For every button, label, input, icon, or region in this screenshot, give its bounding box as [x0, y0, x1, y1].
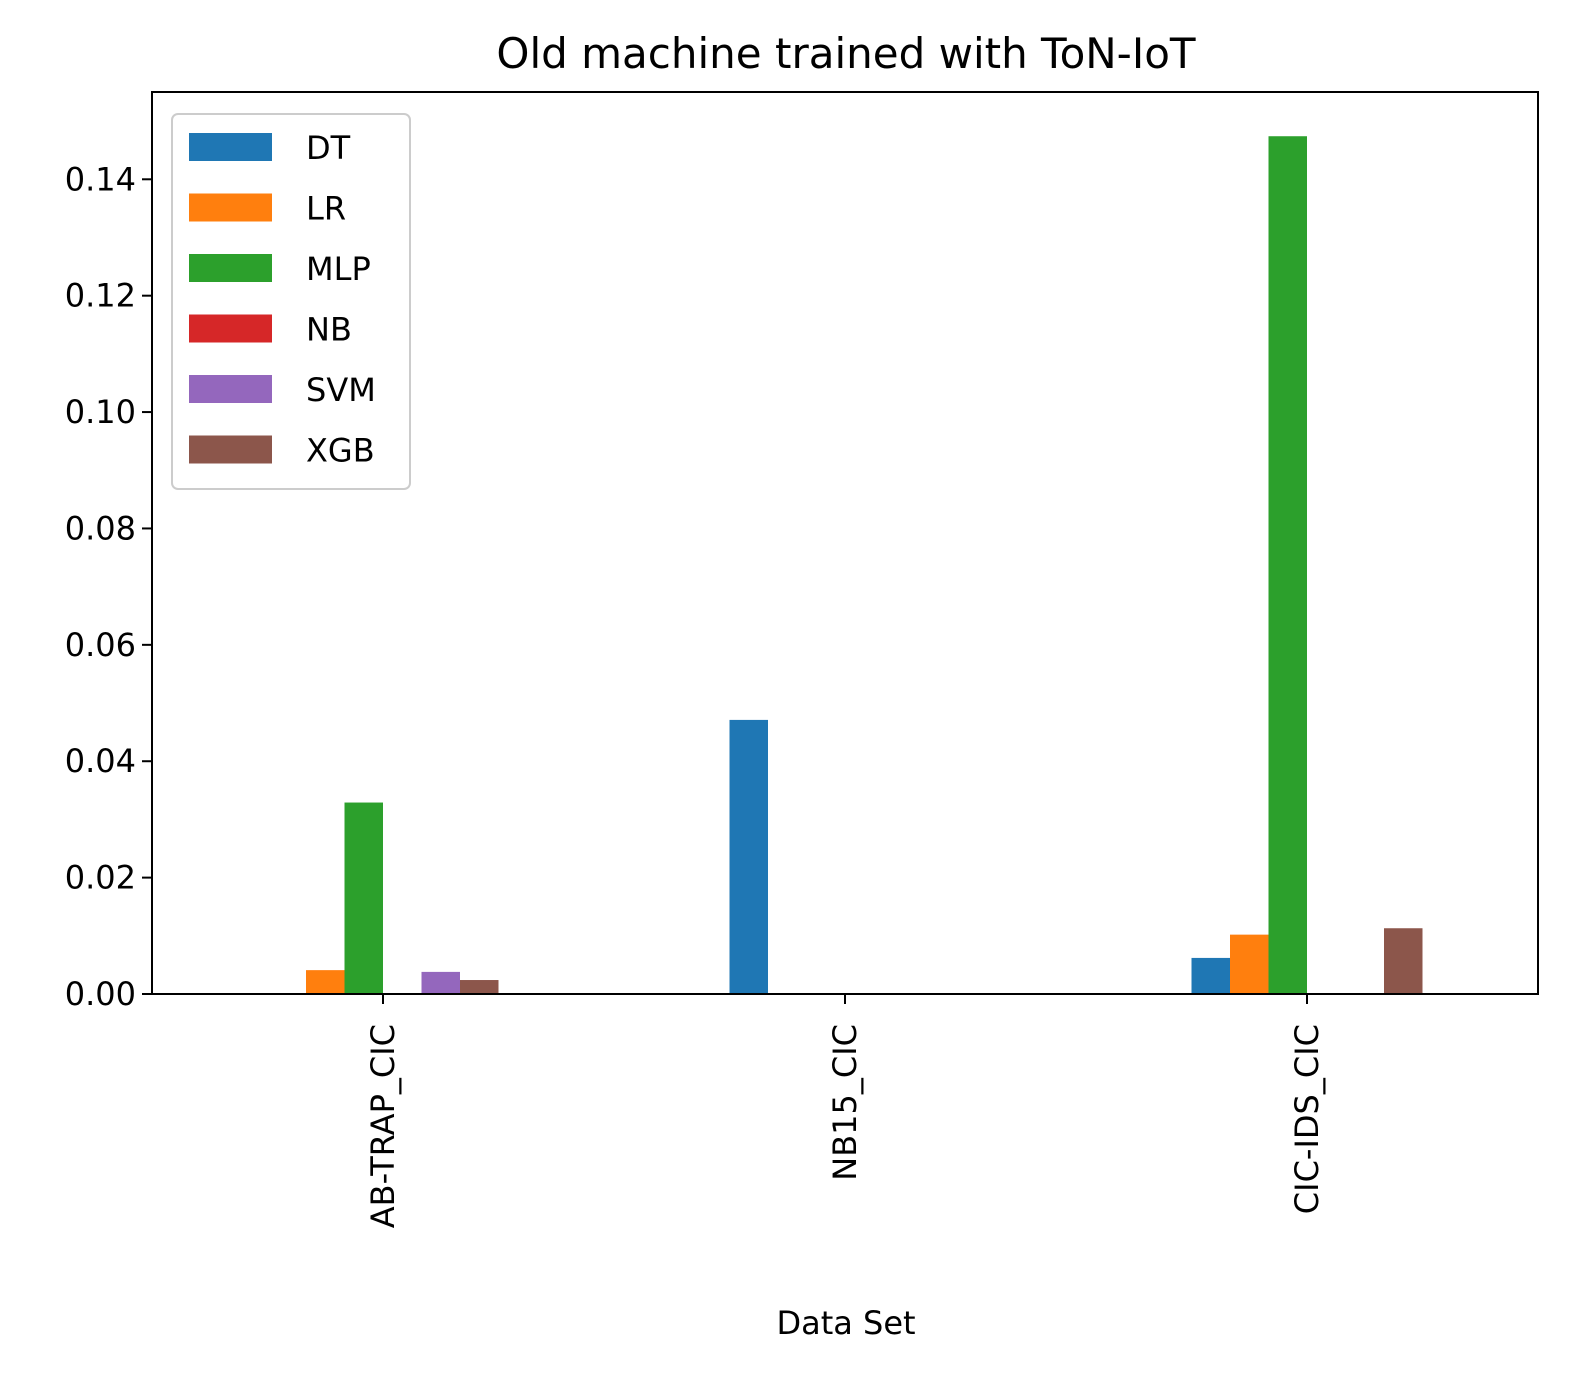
- chart-title: Old machine trained with ToN-IoT: [496, 29, 1196, 78]
- y-tick-label: 0.14: [65, 160, 136, 198]
- y-tick-label: 0.06: [65, 626, 136, 664]
- legend-label-lr: LR: [306, 190, 346, 228]
- y-tick-label: 0.10: [65, 393, 136, 431]
- legend-swatch-xgb: [189, 435, 272, 464]
- bar-mlp-cic-ids_cic: [1268, 136, 1307, 995]
- y-tick-label: 0.12: [65, 277, 136, 315]
- legend-swatch-mlp: [189, 254, 272, 282]
- legend-swatch-dt: [189, 133, 272, 161]
- plot-area-frame: [151, 91, 1539, 995]
- bar-svm-ab-trap_cic: [421, 971, 460, 994]
- bar-xgb-cic-ids_cic: [1384, 928, 1423, 994]
- legend: DT LR MLP NB SVM XGB: [171, 113, 411, 490]
- y-tick-label: 0.04: [65, 742, 136, 780]
- legend-label-nb: NB: [306, 311, 352, 349]
- bar-dt-nb15_cic: [729, 719, 768, 994]
- x-tick-label: NB15_CIC: [826, 1024, 864, 1181]
- x-tick-label: AB-TRAP_CIC: [364, 1024, 402, 1228]
- legend-swatch-svm: [189, 375, 272, 403]
- y-tick-label: 0.00: [65, 975, 136, 1013]
- bars-group: [306, 136, 1423, 995]
- legend-label-xgb: XGB: [306, 432, 375, 470]
- bar-dt-cic-ids_cic: [1191, 957, 1230, 994]
- x-axis-label: Data Set: [776, 1304, 915, 1342]
- bar-lr-ab-trap_cic: [306, 970, 345, 994]
- bar-lr-cic-ids_cic: [1230, 934, 1269, 994]
- legend-swatch-nb: [189, 314, 272, 343]
- bar-mlp-ab-trap_cic: [344, 802, 383, 994]
- y-tick-label: 0.02: [65, 859, 136, 897]
- y-tick-label: 0.08: [65, 509, 136, 547]
- x-tick-label: CIC-IDS_CIC: [1288, 1024, 1326, 1214]
- legend-swatch-lr: [189, 193, 272, 222]
- axes-group: 0.00 0.02 0.04 0.06 0.08 0.10 0.12 0.14 AB-TRAP_…: [65, 160, 1326, 1228]
- bar-xgb-ab-trap_cic: [460, 980, 499, 994]
- legend-label-dt: DT: [306, 129, 351, 167]
- legend-label-mlp: MLP: [306, 250, 371, 288]
- legend-label-svm: SVM: [306, 371, 376, 409]
